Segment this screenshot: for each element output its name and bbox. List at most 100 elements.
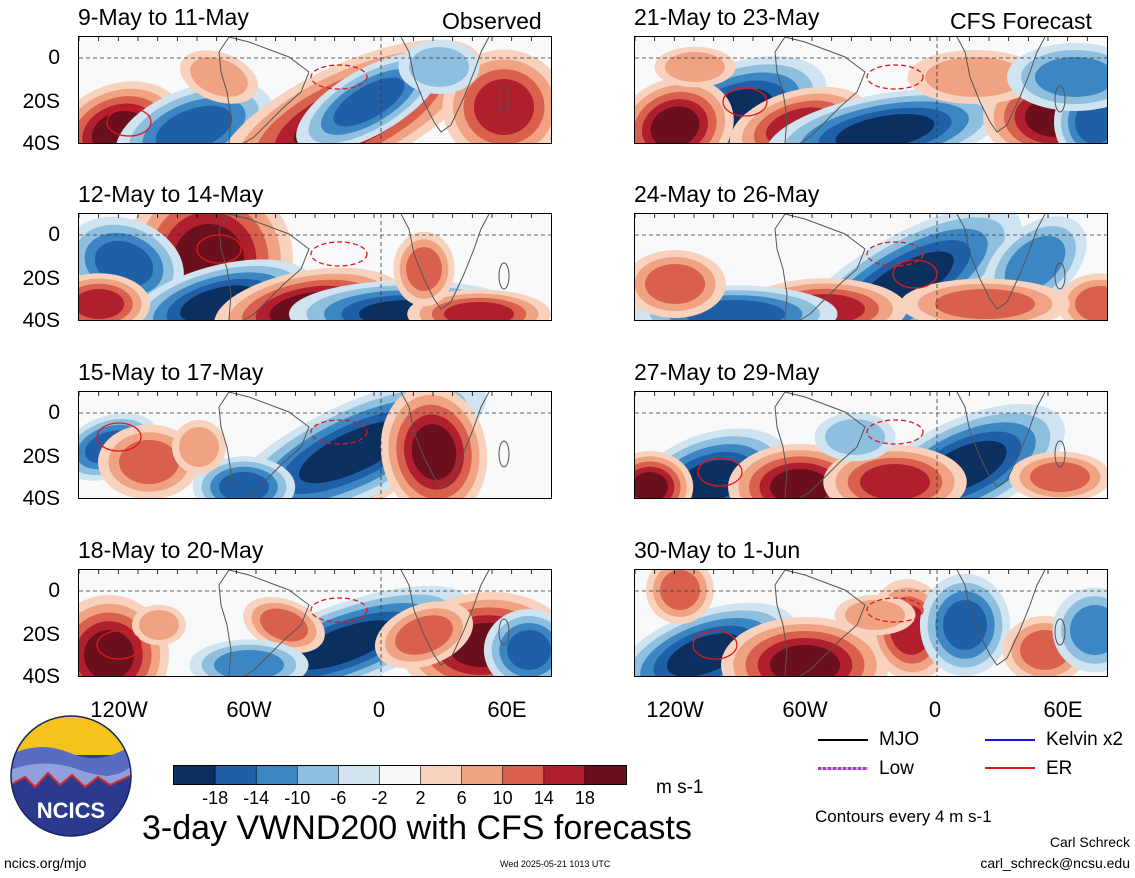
panel-title-fcst-1: 21-May to 23-May: [634, 4, 820, 30]
africa-coastline: [956, 392, 1046, 488]
anomaly-contour: [333, 77, 405, 127]
anomaly-contour: [1035, 57, 1107, 97]
anomaly-contour: [835, 114, 935, 143]
y-tick-0: 0: [48, 401, 60, 424]
anomaly-contour: [259, 608, 309, 642]
anomaly-contour: [79, 289, 124, 319]
map-panel-obs-1: [78, 36, 552, 144]
er-contour-negative: [866, 64, 924, 90]
anomaly-contour: [84, 630, 134, 676]
anomaly-contour: [507, 630, 551, 670]
legend-er-line: [985, 767, 1035, 769]
anomaly-contour: [155, 105, 233, 143]
colorbar-tick-label: -14: [243, 788, 270, 808]
x-tick-60w: 60W: [226, 697, 272, 722]
colorbar-tick-label: 14: [533, 788, 554, 808]
y-tick-20s: 20S: [22, 90, 60, 113]
logo-text: NCICS: [37, 798, 105, 823]
legend-mjo-label: MJO: [879, 729, 920, 750]
x-tick-0: 0: [928, 697, 942, 722]
anomaly-contour: [645, 264, 705, 304]
er-contour-negative: [310, 419, 368, 445]
anomaly-contour: [474, 79, 534, 135]
colorbar-swatch: [502, 766, 545, 784]
south-america-coastline: [774, 570, 866, 676]
panel-field-svg: [79, 570, 551, 676]
panel-field-svg: [635, 570, 1107, 676]
colorbar-tick-label: -6: [330, 788, 347, 808]
anomaly-contour: [935, 289, 1035, 319]
legend-low-line: [818, 767, 868, 770]
forecast-label: CFS Forecast: [950, 8, 1092, 34]
anomaly-contour: [860, 464, 930, 498]
panel-title-obs-1: 9-May to 11-May: [78, 4, 249, 30]
er-contour-negative: [310, 64, 368, 90]
er-contour: [96, 422, 142, 452]
madagascar-coastline: [498, 440, 510, 468]
colorbar-swatch: [297, 766, 339, 784]
anomaly-contour: [411, 424, 457, 480]
africa-coastline: [956, 37, 1046, 133]
x-tick-60e: 60E: [1043, 697, 1083, 722]
er-contour: [692, 630, 738, 660]
panel-title-obs-3: 15-May to 17-May: [78, 359, 264, 385]
colorbar-swatch: [215, 766, 257, 784]
site-link[interactable]: ncics.org/mjo: [4, 855, 87, 871]
y-tick-0: 0: [48, 223, 60, 246]
anomaly-contour: [943, 600, 987, 650]
anomaly-contour: [825, 419, 885, 455]
contours-note: Contours every 4 m s-1: [815, 807, 992, 826]
er-contour-negative: [310, 597, 368, 623]
anomaly-contour: [635, 472, 668, 498]
units-label: m s-1: [656, 777, 704, 798]
colorbar-swatches: [174, 766, 627, 784]
map-panel-fcst-1: [634, 36, 1108, 144]
colorbar-swatch: [174, 766, 216, 784]
panel-field-svg: [79, 392, 551, 498]
anomaly-contour: [444, 302, 514, 320]
madagascar-coastline: [1054, 440, 1066, 468]
madagascar-coastline: [498, 262, 510, 290]
colorbar-tick-label: 2: [415, 788, 426, 808]
panel-title-fcst-4: 30-May to 1-Jun: [634, 537, 801, 563]
y-tick-40s: 40S: [22, 132, 60, 155]
anomaly-contour: [1030, 462, 1090, 492]
africa-coastline: [400, 392, 490, 488]
colorbar-tick-label: 6: [456, 788, 467, 808]
colorbar-swatch: [379, 766, 422, 784]
south-america-coastline: [774, 214, 866, 320]
anomaly-contour: [406, 247, 442, 291]
anomaly-contour: [676, 459, 744, 498]
legend-mjo-line: [818, 739, 868, 741]
anomaly-contour: [1075, 286, 1107, 320]
africa-coastline: [956, 570, 1046, 666]
er-contour: [106, 107, 152, 137]
anomaly-contour: [119, 440, 179, 484]
map-panel-obs-3: [78, 391, 552, 499]
anomaly-contour: [1070, 605, 1107, 655]
er-contour: [697, 457, 743, 487]
madagascar-coastline: [498, 618, 510, 646]
anomaly-contour: [409, 47, 469, 87]
x-tick-120w: 120W: [646, 697, 704, 722]
anomaly-contour: [665, 52, 725, 82]
anomaly-contour: [650, 106, 700, 143]
map-panel-obs-2: [78, 213, 552, 321]
y-tick-40s: 40S: [22, 665, 60, 688]
x-tick-60w: 60W: [782, 697, 828, 722]
panel-field-svg: [635, 392, 1107, 498]
anomaly-contour: [660, 570, 700, 610]
er-contour: [96, 630, 142, 660]
email-link[interactable]: carl_schreck@ncsu.edu: [980, 855, 1130, 871]
x-tick-0: 0: [372, 697, 386, 722]
map-panel-fcst-4: [634, 569, 1108, 677]
anomaly-contour: [190, 57, 248, 97]
main-title: 3-day VWND200 with CFS forecasts: [142, 809, 692, 847]
legend-er-label: ER: [1046, 758, 1073, 779]
africa-coastline: [400, 214, 490, 310]
colorbar-swatch: [584, 766, 627, 784]
africa-coastline: [400, 37, 490, 133]
anomaly-contour: [214, 650, 284, 676]
madagascar-coastline: [1054, 262, 1066, 290]
x-tick-60e: 60E: [487, 697, 527, 722]
